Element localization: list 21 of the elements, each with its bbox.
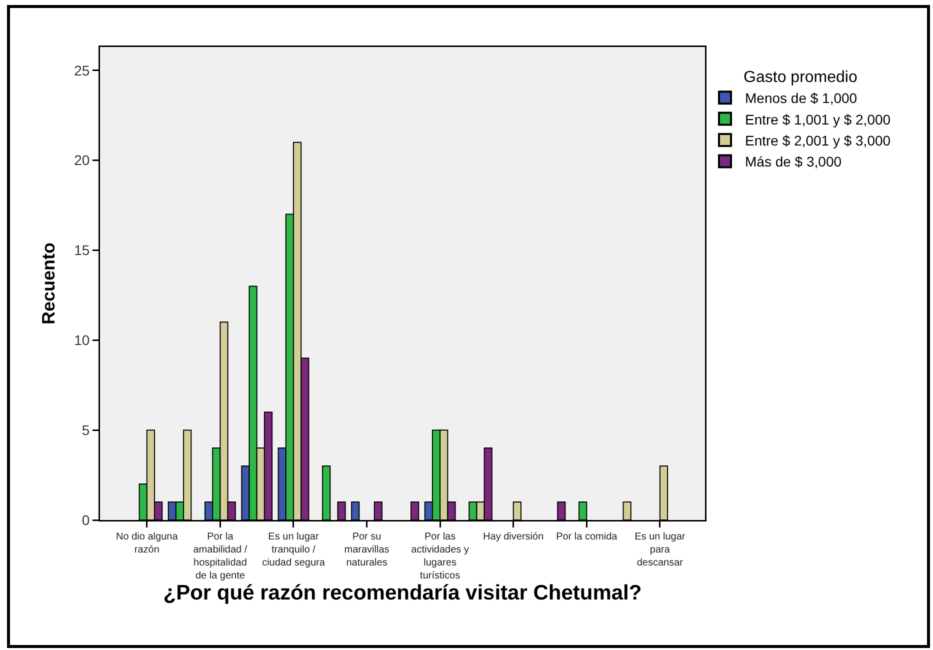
y-tick-label: 10: [74, 332, 90, 348]
x-tick-label: Por la amabilidad / hospitalidad de la gente: [193, 532, 248, 582]
y-tick-label: 5: [82, 422, 90, 438]
y-tick-label: 0: [82, 512, 90, 528]
y-tick-label: 25: [74, 62, 90, 78]
x-tick-label: Es un lugar para descansar: [634, 532, 686, 568]
legend-label: Entre $ 1,001 y $ 2,000: [745, 111, 891, 128]
y-tick-label: 20: [74, 152, 90, 168]
x-tick-label: Es un lugar tranquilo / ciudad segura: [262, 532, 326, 568]
x-tick-label: Por su maravillas naturales: [344, 532, 390, 568]
legend-title: Gasto promedio: [744, 68, 858, 86]
legend-label: Más de $ 3,000: [745, 154, 842, 170]
y-axis-title: Recuento: [38, 242, 59, 325]
x-tick-label: Hay diversión: [483, 532, 544, 542]
x-tick-label: Por las actividades y lugares turísticos: [411, 532, 469, 582]
y-tick-label: 15: [74, 242, 90, 258]
legend-label: Entre $ 2,001 y $ 3,000: [745, 132, 891, 148]
x-tick-label: No dio alguna razón: [116, 532, 178, 556]
legend-label: Menos de $ 1,000: [745, 90, 858, 106]
x-axis-title: ¿Por qué razón recomendaría visitar Chetumal?: [163, 582, 642, 604]
x-tick-label: Por la comida: [556, 532, 618, 542]
